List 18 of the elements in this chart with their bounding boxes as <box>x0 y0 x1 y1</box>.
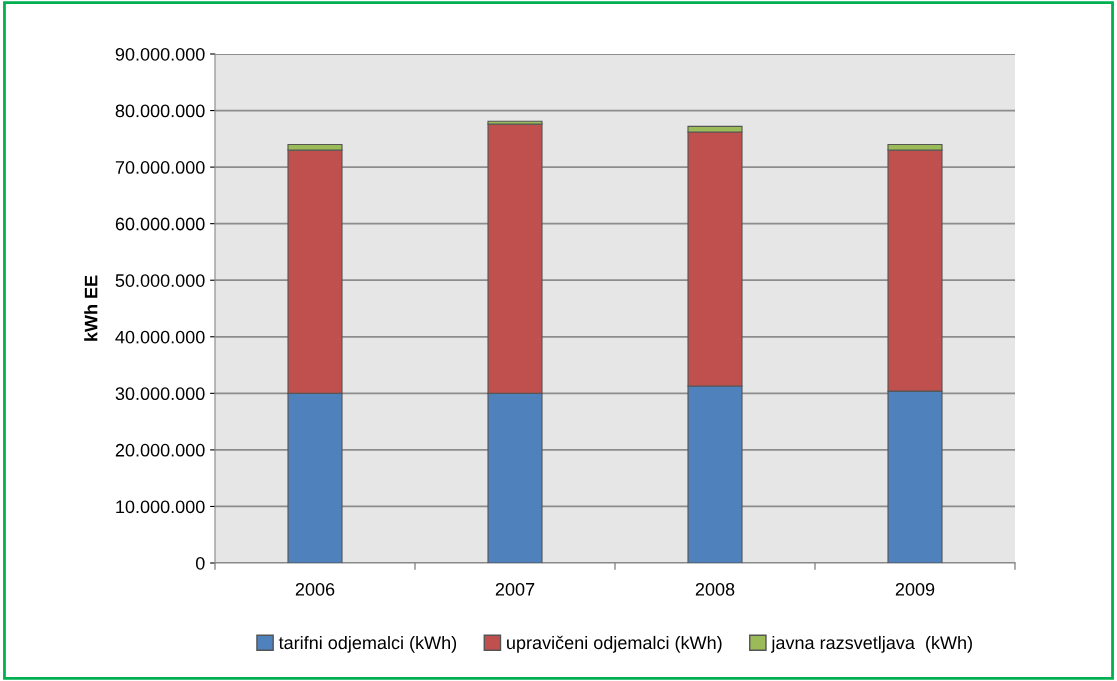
y-tick-label: 40.000.000 <box>115 330 205 344</box>
x-tick-label: 2009 <box>895 582 935 596</box>
y-tick-label: 0 <box>195 556 205 570</box>
y-tick-label: 70.000.000 <box>115 161 205 174</box>
y-tick-label: 10.000.000 <box>116 500 205 514</box>
y-tick-label: 80.000.000 <box>115 104 205 118</box>
y-tick-label: 50.000.000 <box>115 274 205 287</box>
y-tick-label: 30.000.000 <box>115 387 205 401</box>
legend-label: tarifni odjemalci (kWh) <box>278 635 457 653</box>
y-tick-label: 60.000.000 <box>115 217 205 231</box>
x-tick-label: 2007 <box>495 582 535 596</box>
legend-label: upravičeni odjemalci (kWh) <box>507 635 722 653</box>
y-axis-title: kWh EE <box>84 275 98 341</box>
x-tick-label: 2006 <box>295 582 335 596</box>
x-tick-label: 2008 <box>695 582 735 596</box>
legend-label: javna razsvetljava (kWh) <box>770 635 972 653</box>
y-tick-label: 20.000.000 <box>115 443 205 457</box>
y-tick-label: 90.000.000 <box>115 47 205 61</box>
